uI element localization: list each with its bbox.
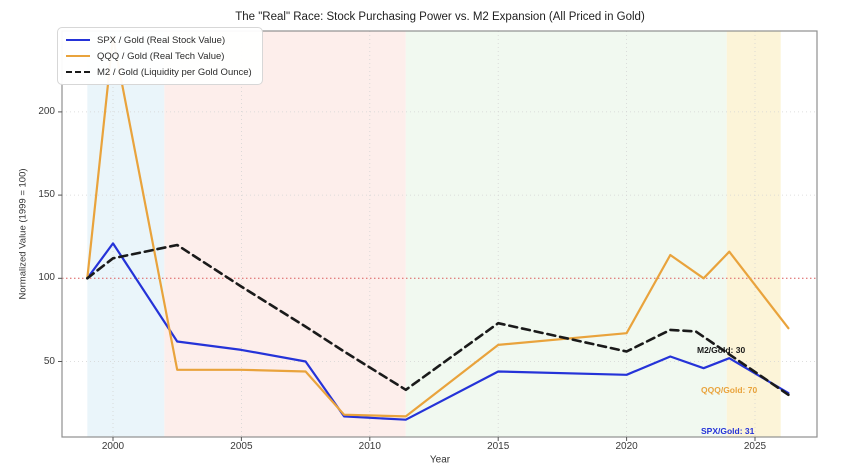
x-tick-label-2015: 2015 [487,441,510,452]
y-tick-label-100: 100 [38,272,55,284]
x-tick-label-2025: 2025 [743,441,767,452]
annotation-m2-gold-value: M2/Gold: 30 [697,345,746,355]
legend-item-qqq: QQQ / Gold (Real Tech Value) [66,49,252,63]
x-axis-label: Year [429,454,451,466]
legend-label: SPX / Gold (Real Stock Value) [97,34,226,46]
legend-label: M2 / Gold (Liquidity per Gold Ounce) [97,66,252,78]
y-tick-label-200: 200 [38,105,55,117]
y-axis-label: Normalized Value (1999 = 100) [17,168,29,300]
annotation-spx-gold-value: SPX/Gold: 31 [701,426,755,436]
legend-item-spx: SPX / Gold (Real Stock Value) [66,33,252,47]
legend-line-sample-spx [66,39,90,41]
series-line-2 [86,243,790,397]
regime-band-2 [405,31,727,437]
legend: SPX / Gold (Real Stock Value) QQQ / Gold… [57,27,263,85]
legend-line-sample-m2 [66,71,90,73]
legend-item-m2: M2 / Gold (Liquidity per Gold Ounce) [66,65,252,79]
x-tick-label-2020: 2020 [615,441,638,452]
chart-title: The "Real" Race: Stock Purchasing Power … [235,11,645,23]
x-tick-label-2010: 2010 [358,441,381,452]
regime-band-3 [726,31,781,437]
plot-spines [61,30,818,438]
x-tick-label-2000: 2000 [101,441,125,452]
legend-line-sample-qqq [66,55,90,57]
regime-band-0 [87,31,165,437]
y-tick-label-50: 50 [43,355,55,367]
x-tick-label-2005: 2005 [230,441,253,452]
series-line-0 [86,242,790,421]
y-tick-label-150: 150 [38,189,55,201]
legend-label: QQQ / Gold (Real Tech Value) [97,50,225,62]
series-line-1 [86,35,790,418]
annotation-qqq-gold-value: QQQ/Gold: 70 [701,385,758,395]
